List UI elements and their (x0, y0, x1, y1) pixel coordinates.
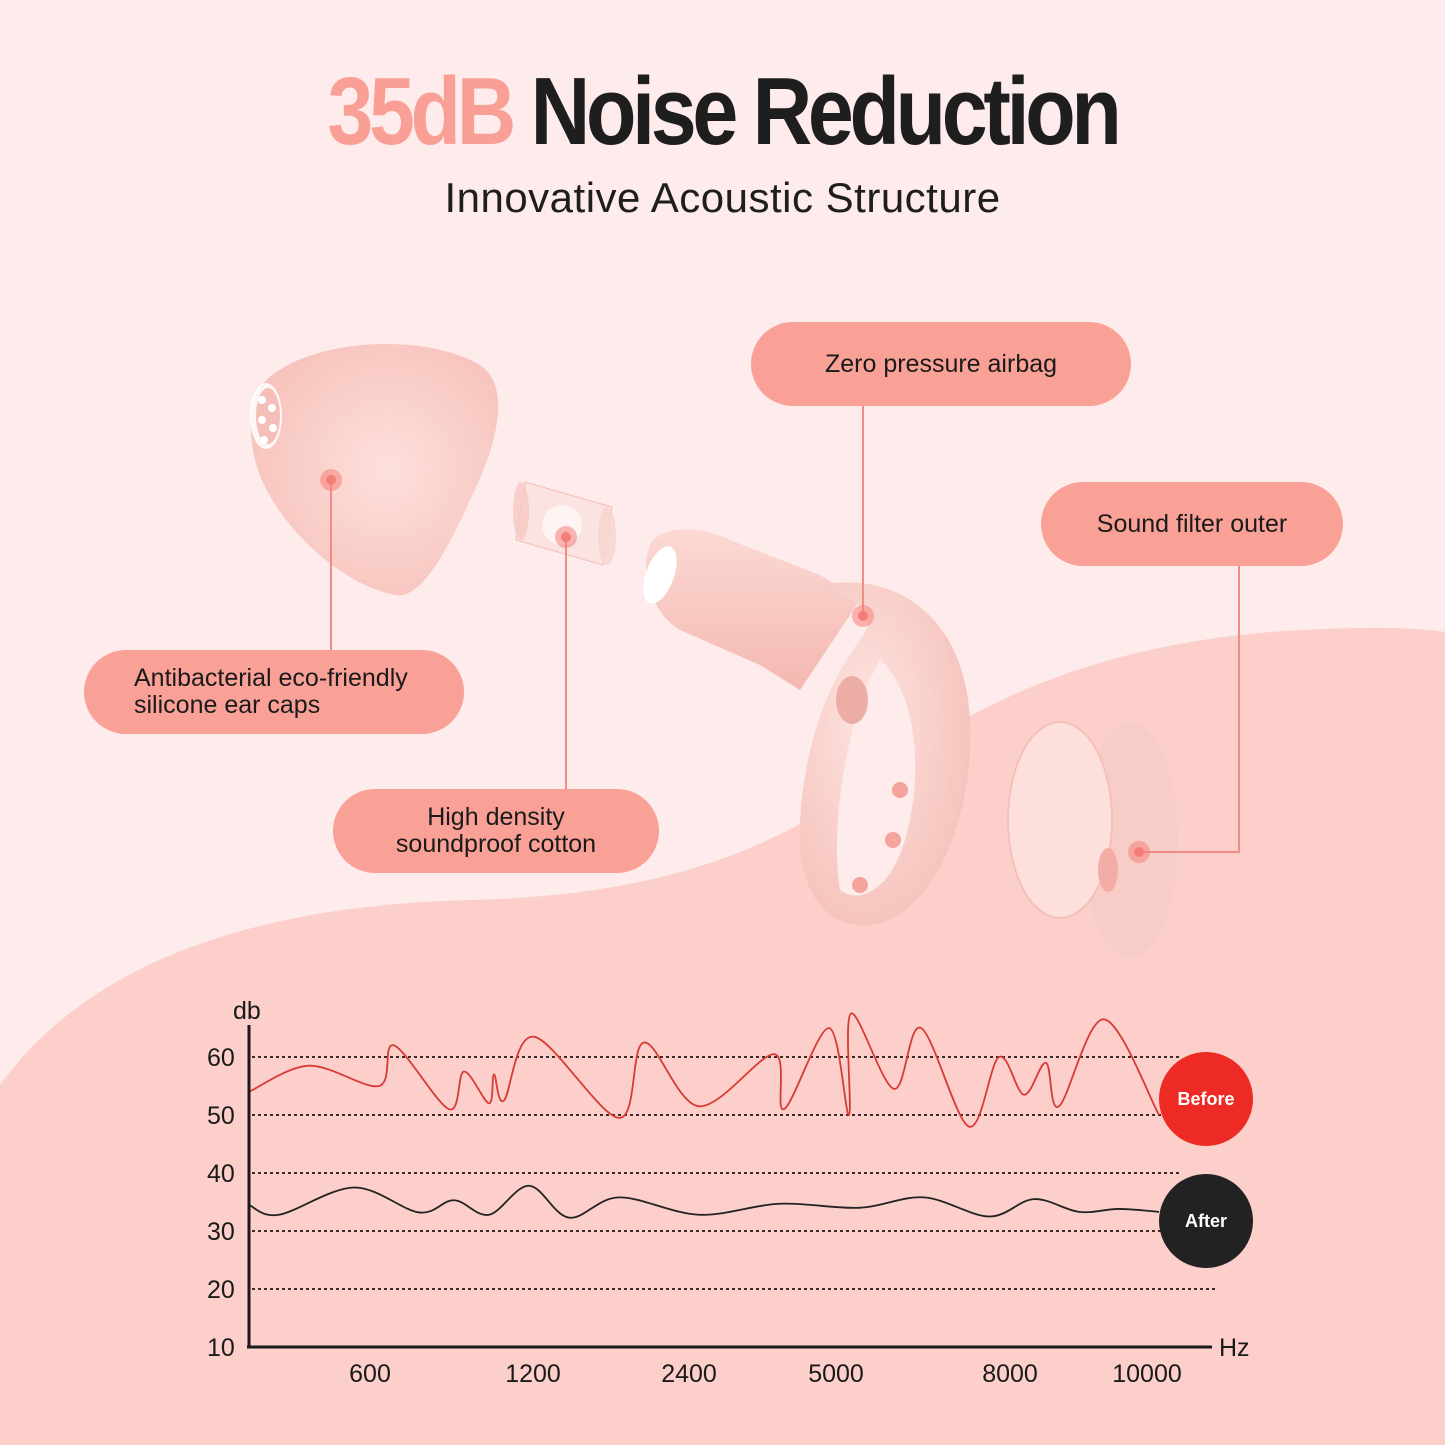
marker-airbag (852, 605, 874, 627)
leader-cotton (565, 537, 567, 789)
callout-cotton: High density soundproof cotton (333, 789, 659, 873)
callout-filter: Sound filter outer (1041, 482, 1343, 566)
svg-text:50: 50 (207, 1102, 235, 1130)
legend-after-badge: After (1159, 1174, 1253, 1268)
callout-cotton-line1: High density (427, 803, 565, 831)
cotton-filter-icon (513, 481, 616, 566)
page-subtitle: Innovative Acoustic Structure (444, 174, 1001, 221)
svg-text:600: 600 (349, 1360, 391, 1388)
svg-text:10: 10 (207, 1334, 235, 1362)
ear-cap-icon (250, 343, 499, 596)
callout-ear-caps-line1: Antibacterial eco-friendly (134, 664, 408, 692)
chart-curves (248, 1012, 1160, 1219)
svg-text:1200: 1200 (505, 1360, 561, 1388)
callout-airbag-label: Zero pressure airbag (824, 349, 1058, 378)
svg-text:20: 20 (207, 1276, 235, 1304)
legend-before-label: Before (1177, 1088, 1235, 1109)
series-before (248, 1012, 1160, 1128)
title-main: Noise Reduction (530, 58, 1122, 165)
svg-text:30: 30 (207, 1218, 235, 1246)
svg-text:5000: 5000 (808, 1360, 864, 1388)
leader-filter-horizontal (1140, 851, 1240, 853)
svg-text:60: 60 (207, 1044, 235, 1072)
leader-filter-vertical (1238, 565, 1240, 853)
x-axis-label: Hz (1219, 1334, 1250, 1362)
title-accent: 35dB (327, 58, 516, 165)
y-tick-labels: 10 20 30 40 50 60 (207, 1044, 235, 1362)
svg-text:10000: 10000 (1112, 1360, 1182, 1388)
series-after (248, 1184, 1160, 1219)
leader-ear-caps (330, 480, 332, 650)
page-title: 35dB Noise Reduction (101, 62, 1344, 162)
earplug-body-icon (643, 529, 971, 926)
callout-ear-caps: Antibacterial eco-friendly silicone ear … (84, 650, 464, 734)
legend-after-label: After (1184, 1210, 1227, 1231)
legend-before-badge: Before (1159, 1052, 1253, 1146)
x-tick-labels: 600 1200 2400 5000 8000 10000 (349, 1360, 1182, 1388)
y-axis-label: db (233, 997, 261, 1025)
marker-cotton (555, 526, 577, 548)
callout-filter-label: Sound filter outer (1096, 509, 1288, 538)
chart-gridlines (252, 1056, 1215, 1290)
callout-airbag: Zero pressure airbag (751, 322, 1131, 406)
leader-airbag (862, 405, 864, 615)
svg-text:40: 40 (207, 1160, 235, 1188)
svg-text:8000: 8000 (982, 1360, 1038, 1388)
marker-ear-caps (320, 469, 342, 491)
marker-filter (1128, 841, 1150, 863)
svg-text:2400: 2400 (661, 1360, 717, 1388)
callout-cotton-line2: soundproof cotton (395, 830, 597, 858)
sound-filter-icon (1007, 721, 1178, 958)
callout-ear-caps-line2: silicone ear caps (134, 691, 321, 719)
